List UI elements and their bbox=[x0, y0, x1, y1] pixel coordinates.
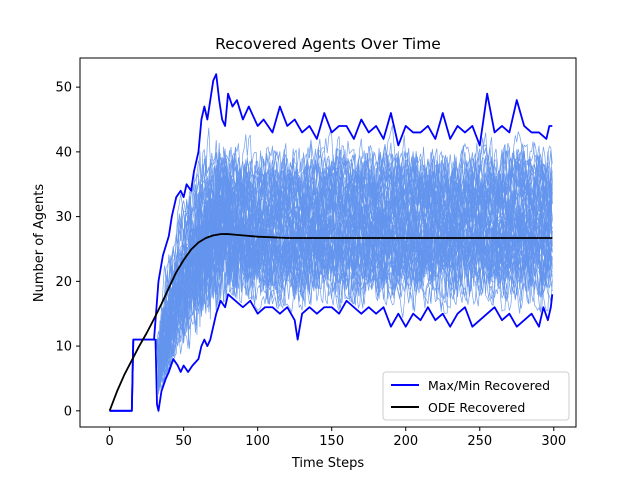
simulation-line bbox=[109, 155, 553, 412]
simulation-line bbox=[109, 181, 553, 412]
y-tick-label: 20 bbox=[55, 275, 72, 290]
min-recovered-line bbox=[109, 293, 554, 412]
plot-area-frame bbox=[79, 57, 577, 428]
simulation-line bbox=[109, 169, 553, 412]
simulation-lines bbox=[109, 125, 553, 412]
y-axis: 0 10 20 30 40 50 bbox=[55, 81, 80, 419]
simulation-line bbox=[109, 169, 553, 412]
simulation-line bbox=[109, 196, 553, 412]
legend-box bbox=[382, 371, 570, 421]
x-tick-label: 150 bbox=[319, 434, 344, 449]
x-tick-label: 50 bbox=[175, 434, 192, 449]
x-tick-label: 250 bbox=[467, 434, 492, 449]
x-axis-label: Time Steps bbox=[291, 456, 365, 471]
y-tick-label: 40 bbox=[55, 145, 72, 160]
y-tick-label: 0 bbox=[64, 404, 72, 419]
simulation-line bbox=[109, 195, 553, 412]
simulation-line bbox=[109, 223, 553, 412]
legend: Max/Min Recovered ODE Recovered bbox=[382, 371, 570, 421]
ode-line-group bbox=[108, 233, 553, 412]
simulation-line bbox=[109, 186, 553, 412]
y-axis-label: Number of Agents bbox=[32, 184, 47, 302]
legend-label-ode: ODE Recovered bbox=[428, 400, 525, 415]
y-tick-label: 50 bbox=[55, 81, 72, 96]
ode-recovered-line bbox=[108, 233, 553, 412]
x-tick-label: 300 bbox=[541, 434, 566, 449]
maxmin-lines bbox=[109, 73, 554, 412]
legend-label-maxmin: Max/Min Recovered bbox=[428, 378, 550, 393]
x-tick-label: 0 bbox=[105, 434, 113, 449]
simulation-line bbox=[109, 201, 553, 412]
max-recovered-line bbox=[109, 73, 553, 412]
x-tick-label: 200 bbox=[393, 434, 418, 449]
x-tick-label: 100 bbox=[245, 434, 270, 449]
y-tick-label: 10 bbox=[55, 340, 72, 355]
y-tick-label: 30 bbox=[55, 210, 72, 225]
chart-title: Recovered Agents Over Time bbox=[215, 35, 441, 53]
x-axis: 0 50 100 150 200 250 300 bbox=[105, 427, 566, 449]
